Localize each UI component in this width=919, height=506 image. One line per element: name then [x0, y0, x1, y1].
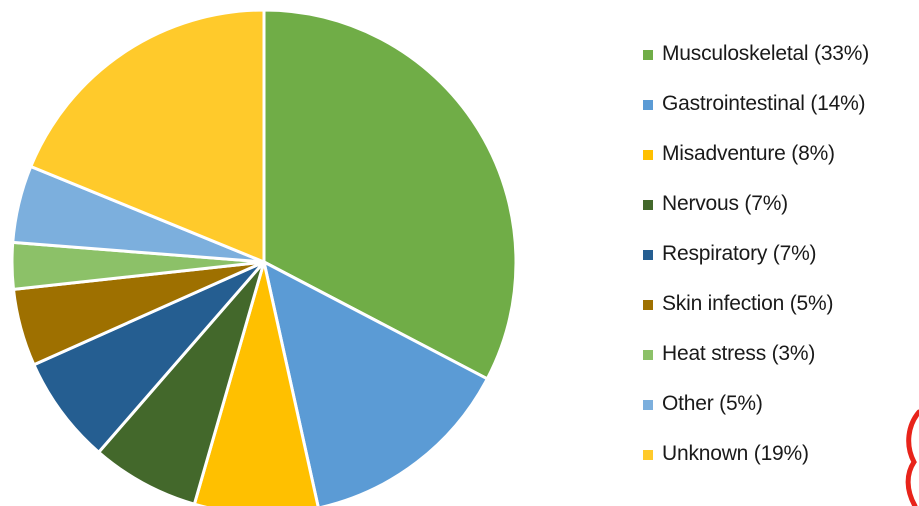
legend-label: Unknown (19%) [662, 442, 809, 465]
legend-swatch [643, 200, 653, 210]
legend-label: Misadventure (8%) [662, 142, 835, 165]
legend-swatch [643, 250, 653, 260]
watermark-mark [905, 409, 919, 506]
legend-swatch [643, 400, 653, 410]
legend-label: Nervous (7%) [662, 192, 788, 215]
pie-slice-respiratory [32, 260, 266, 454]
legend-swatch [643, 100, 653, 110]
legend-label: Skin infection (5%) [662, 292, 834, 315]
legend-item-nervous: Nervous (7%) [637, 187, 919, 237]
legend-item-gastrointestinal: Gastrointestinal (14%) [637, 87, 919, 137]
pie-slice-musculoskeletal [262, 8, 518, 381]
pie-slice-nervous [97, 260, 266, 506]
legend-swatch [643, 350, 653, 360]
legend-item-other: Other (5%) [637, 387, 919, 437]
pie-slice-gastrointestinal [262, 260, 489, 506]
legend-swatch [643, 50, 653, 60]
legend-item-unknown: Unknown (19%) [637, 437, 919, 487]
legend-label: Musculoskeletal (33%) [662, 42, 870, 65]
watermark-stroke [905, 409, 919, 506]
legend-item-skin-infection: Skin infection (5%) [637, 287, 919, 337]
legend-label: Respiratory (7%) [662, 242, 817, 265]
legend-label: Heat stress (3%) [662, 342, 816, 365]
chart-legend: Musculoskeletal (33%) Gastrointestinal (1… [637, 37, 919, 487]
legend-label: Gastrointestinal (14%) [662, 92, 866, 115]
legend-item-respiratory: Respiratory (7%) [637, 237, 919, 287]
pie-slice-misadventure [192, 260, 320, 506]
legend-swatch [643, 300, 653, 310]
legend-item-misadventure: Misadventure (8%) [637, 137, 919, 187]
pie-slice-unknown [29, 8, 266, 264]
legend-item-heat-stress: Heat stress (3%) [637, 337, 919, 387]
legend-item-musculoskeletal: Musculoskeletal (33%) [637, 37, 919, 87]
pie-slices [10, 8, 518, 506]
legend-swatch [643, 450, 653, 460]
legend-swatch [643, 150, 653, 160]
legend-label: Other (5%) [662, 392, 763, 415]
